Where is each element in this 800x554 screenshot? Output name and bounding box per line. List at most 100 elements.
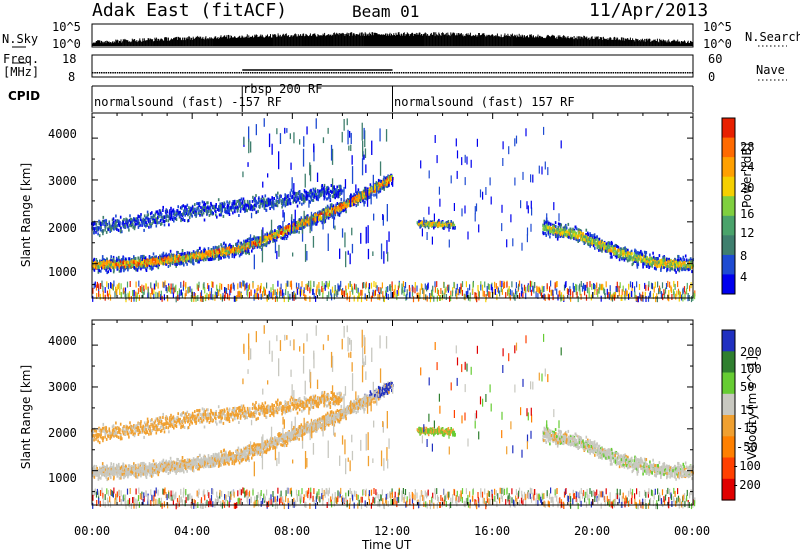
power-cell — [255, 210, 258, 214]
power-cell — [383, 180, 385, 183]
power-clutter — [254, 293, 256, 300]
power-cell — [169, 209, 171, 213]
power-streak — [334, 225, 336, 230]
power-cell — [258, 205, 261, 209]
power-cell — [224, 246, 226, 250]
power-cell — [155, 258, 158, 262]
power-cell — [228, 213, 231, 216]
power-clutter — [272, 284, 274, 290]
power-cell — [193, 253, 196, 257]
power-clutter — [295, 293, 297, 300]
power-cell — [228, 209, 230, 213]
power-cell — [125, 257, 127, 261]
power-cell — [679, 263, 681, 267]
power-cell — [194, 203, 196, 207]
power-cell — [605, 244, 608, 248]
power-cell — [266, 204, 269, 208]
power-cell — [263, 235, 266, 239]
power-cell — [184, 207, 186, 211]
power-cell — [189, 206, 192, 210]
power-cell — [590, 234, 592, 238]
power-cell — [173, 216, 175, 219]
power-cell — [192, 258, 195, 262]
power-cell — [122, 225, 125, 229]
power-clutter — [211, 281, 213, 288]
power-clutter — [324, 284, 326, 291]
power-cell — [389, 173, 392, 177]
power-cell — [192, 255, 195, 259]
power-streak — [350, 132, 352, 144]
power-cell — [619, 248, 622, 252]
power-cell — [559, 232, 562, 236]
power-cell — [191, 208, 193, 212]
power-cell — [580, 238, 583, 241]
power-cell — [418, 220, 420, 224]
power-cell — [261, 195, 264, 199]
power-cell — [155, 224, 158, 228]
power-streak — [261, 229, 263, 245]
power-cell — [454, 226, 456, 230]
power-cell — [156, 210, 159, 214]
power-cell — [159, 256, 161, 260]
power-cell — [324, 195, 326, 199]
power-cell — [152, 252, 155, 256]
power-cell — [129, 218, 131, 222]
power-cell — [294, 198, 296, 202]
power-clutter — [274, 289, 276, 296]
power-clutter — [143, 288, 145, 295]
power-cell — [240, 197, 243, 201]
power-cell — [219, 208, 221, 212]
power-cell — [249, 206, 251, 210]
power-cell — [691, 270, 693, 274]
power-cell — [156, 264, 158, 268]
power-cell — [545, 233, 547, 237]
power-cell — [240, 241, 243, 245]
power-cell — [271, 234, 274, 238]
power-cell — [208, 258, 211, 262]
power-cell — [247, 242, 250, 245]
power-cell — [128, 228, 130, 232]
power-cell — [266, 241, 269, 245]
power-cell — [151, 211, 153, 215]
power-streak — [347, 129, 349, 145]
power-streak — [299, 139, 301, 145]
power-cell — [287, 231, 290, 235]
power-cell — [283, 200, 285, 204]
power-streak — [361, 158, 364, 176]
power-clutter — [287, 280, 289, 287]
power-clutter — [139, 286, 141, 292]
power-cell — [261, 202, 264, 206]
power-cell — [146, 216, 149, 220]
power-cell — [230, 250, 232, 254]
power-cell — [583, 238, 585, 242]
power-cell — [148, 225, 150, 229]
power-cell — [302, 222, 305, 226]
power-cell — [317, 198, 319, 202]
power-clutter — [232, 282, 234, 289]
power-cell — [669, 268, 671, 272]
power-cell — [572, 235, 574, 239]
power-cell — [233, 202, 236, 205]
power-cell — [345, 205, 348, 209]
power-cell — [244, 247, 246, 251]
power-cell — [235, 243, 237, 247]
power-streak — [379, 128, 381, 142]
power-cell — [185, 205, 187, 209]
power-cell — [259, 238, 261, 241]
power-cell — [125, 265, 127, 269]
power-cell — [562, 235, 565, 239]
power-clutter — [279, 291, 281, 298]
power-cell — [319, 213, 321, 217]
power-cell — [314, 222, 317, 226]
power-cell — [387, 174, 389, 178]
power-cell — [634, 257, 637, 261]
power-cell — [252, 241, 255, 245]
power-streak — [370, 192, 372, 205]
power-cell — [259, 242, 261, 246]
power-streak — [339, 248, 341, 259]
power-clutter — [183, 280, 185, 287]
power-cell — [435, 223, 438, 226]
power-cell — [128, 266, 130, 270]
power-cell — [130, 266, 132, 269]
power-cell — [203, 201, 206, 205]
